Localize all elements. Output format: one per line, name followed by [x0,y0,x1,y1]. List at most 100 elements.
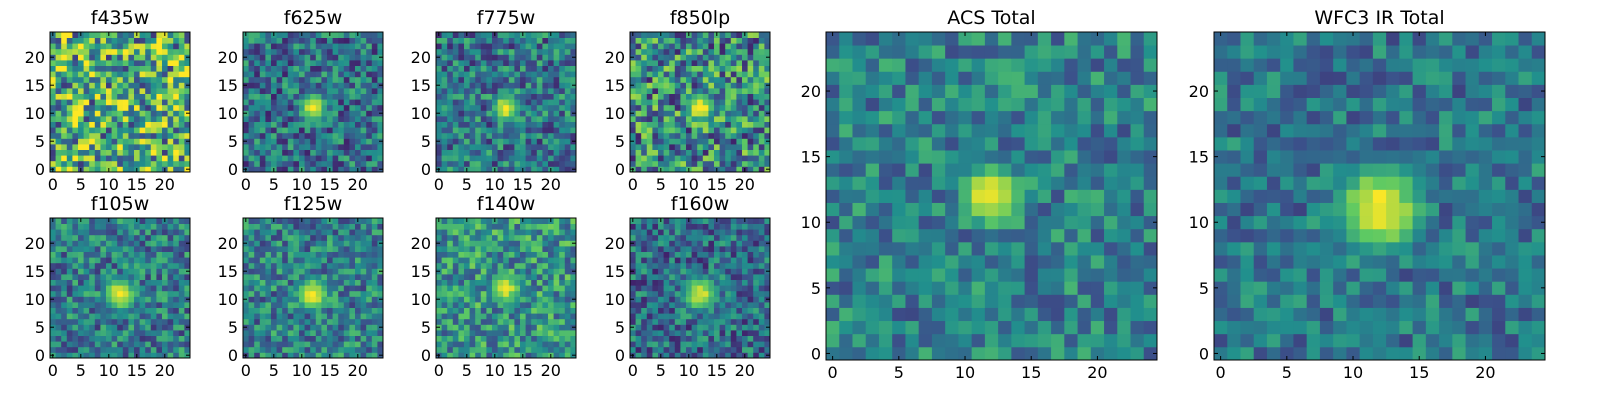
heatmap-cell [315,65,322,72]
y-tick-label: 5 [421,132,431,151]
heatmap-cell [173,110,180,117]
heatmap-cell [525,76,532,83]
heatmap-cell [447,307,454,314]
y-tick-label: 20 [411,234,431,253]
heatmap-cell [89,43,96,50]
heatmap-cell [708,296,715,303]
heatmap-cell [304,218,311,224]
heatmap-cell [72,71,79,78]
heatmap-cell [669,290,676,297]
heatmap-cell [674,82,681,89]
heatmap-cell [542,116,549,122]
heatmap-cell [531,335,538,342]
heatmap-cell [50,262,56,269]
heatmap-cell [714,160,720,167]
heatmap-cell [106,116,112,122]
heatmap-cell [276,93,283,100]
heatmap-cell [486,274,493,280]
heatmap-cell [559,99,566,106]
heatmap-cell [349,110,356,117]
heatmap-cell [55,274,62,280]
heatmap-cell [564,223,571,230]
heatmap-cell [641,99,648,106]
heatmap-cell [338,302,345,308]
heatmap-cell [282,149,289,156]
heatmap-cell [178,313,185,320]
heatmap-cell [686,99,692,106]
heatmap-cell [641,302,648,308]
heatmap-cell [287,37,294,44]
heatmap-cell [343,229,350,236]
heatmap-cell [658,65,664,72]
heatmap-cell [61,82,68,89]
heatmap-cell [315,155,322,162]
heatmap-cell [652,121,659,128]
heatmap-cell [265,324,272,331]
heatmap-cell [480,335,487,342]
heatmap-cell [469,65,476,72]
heatmap-cell [327,257,333,264]
heatmap-cell [259,302,266,308]
heatmap-cell [145,37,152,44]
heatmap-cell [321,121,328,128]
heatmap-cell [128,318,135,325]
heatmap-cell [536,234,543,241]
heatmap-cell [150,37,157,44]
heatmap-cell [78,346,84,353]
heatmap-cell [139,116,146,122]
heatmap-cell [486,127,493,134]
heatmap-cell [663,318,670,325]
heatmap-cell [349,60,356,66]
heatmap-cell [714,318,720,325]
heatmap-cell [83,290,90,297]
heatmap-cell [753,54,760,61]
heatmap-cell [764,127,771,134]
heatmap-cell [520,223,526,230]
heatmap-cell [669,335,676,342]
heatmap-cell [553,330,560,336]
heatmap-cell [514,116,521,122]
heatmap-cell [542,99,549,106]
heatmap-cell [128,60,135,66]
heatmap-cell [658,330,664,336]
heatmap-cell [173,330,180,336]
heatmap-cell [742,121,748,128]
heatmap-cell [725,149,732,156]
heatmap-cell [315,346,322,353]
heatmap-cell [635,104,642,111]
heatmap-cell [570,43,577,50]
heatmap-cell [646,76,653,83]
heatmap-cell [371,149,378,156]
heatmap-cell [248,352,255,359]
heatmap-cell [663,166,670,173]
heatmap-cell [89,324,96,331]
heatmap-cell [377,144,384,150]
heatmap-cell [304,330,311,336]
heatmap-cell [514,318,521,325]
heatmap-cell [100,318,107,325]
heatmap-cell [536,110,543,117]
heatmap-cell [652,127,659,134]
heatmap-cell [753,99,760,106]
heatmap-cell [50,274,56,280]
heatmap-cell [464,110,470,117]
heatmap-cell [508,296,515,303]
heatmap-cell [492,307,498,314]
heatmap-cell [753,37,760,44]
heatmap-cell [548,99,554,106]
heatmap-cell [452,290,459,297]
heatmap-cell [497,257,504,264]
heatmap-cell [691,65,698,72]
heatmap-cell [742,82,748,89]
heatmap-cell [162,330,168,336]
heatmap-cell [691,307,698,314]
heatmap-cell [520,324,526,331]
heatmap-cell [658,71,664,78]
heatmap-cell [630,330,636,336]
heatmap-cell [156,48,163,55]
heatmap-cell [111,160,118,167]
heatmap-cell [293,335,300,342]
heatmap-cell [106,285,112,292]
heatmap-cell [355,223,361,230]
